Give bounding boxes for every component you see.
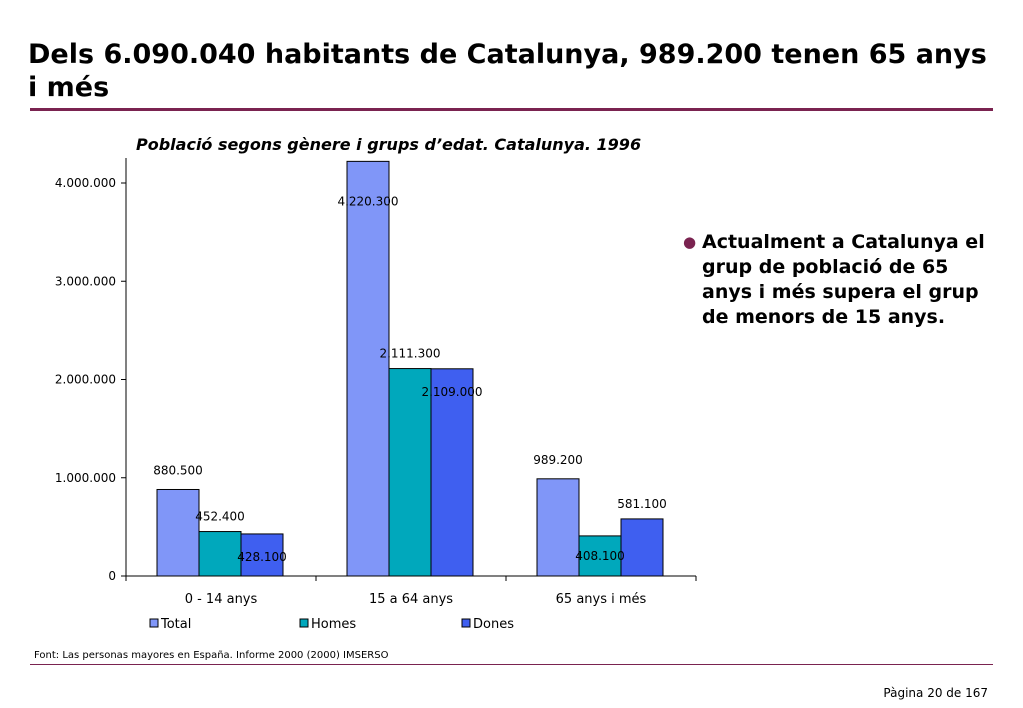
y-tick-label: 3.000.000	[55, 274, 116, 288]
data-label: 2.111.300	[379, 347, 440, 361]
bar-homes	[388, 368, 432, 577]
legend-label: Homes	[311, 617, 356, 632]
bar-dones	[430, 368, 474, 577]
footer-divider	[30, 664, 993, 665]
x-tick-label: 65 anys i més	[556, 592, 647, 607]
y-tick-label: 1.000.000	[55, 471, 116, 485]
legend-swatch	[299, 618, 309, 628]
legend-label: Dones	[473, 617, 514, 632]
x-tick-label: 0 - 14 anys	[185, 592, 258, 607]
y-tick-label: 2.000.000	[55, 373, 116, 387]
data-label: 428.100	[237, 550, 287, 564]
data-label: 989.200	[533, 453, 583, 467]
bullet-icon: ●	[683, 233, 697, 251]
legend-swatch	[149, 618, 159, 628]
data-label: 408.100	[575, 549, 625, 563]
legend-label: Total	[160, 617, 191, 632]
x-tick-label: 15 a 64 anys	[369, 592, 453, 607]
bar-dones	[620, 518, 664, 577]
data-label: 4.220.300	[337, 194, 398, 208]
bar-total	[156, 488, 200, 577]
bullet-text: Actualment a Catalunya el grup de poblac…	[702, 231, 985, 328]
source-note: Font: Las personas mayores en España. In…	[34, 650, 389, 661]
title-divider	[30, 108, 993, 111]
data-label: 581.100	[617, 497, 667, 511]
data-label: 880.500	[153, 463, 203, 477]
data-label: 452.400	[195, 510, 245, 524]
y-tick-label: 4.000.000	[55, 176, 116, 190]
bar-homes	[198, 531, 242, 577]
page-title: Dels 6.090.040 habitants de Catalunya, 9…	[28, 39, 987, 103]
legend-swatch	[461, 618, 471, 628]
data-label: 2.109.000	[421, 385, 482, 399]
y-tick-label: 0	[108, 569, 116, 583]
page-number: Pàgina 20 de 167	[883, 686, 988, 700]
bullet-point: ● Actualment a Catalunya el grup de pobl…	[683, 230, 993, 330]
bar-total	[346, 160, 390, 577]
bar-dones	[240, 533, 284, 577]
bar-homes	[578, 535, 622, 577]
bar-total	[536, 478, 580, 577]
chart-title: Població segons gènere i grups d’edat. C…	[136, 135, 642, 154]
